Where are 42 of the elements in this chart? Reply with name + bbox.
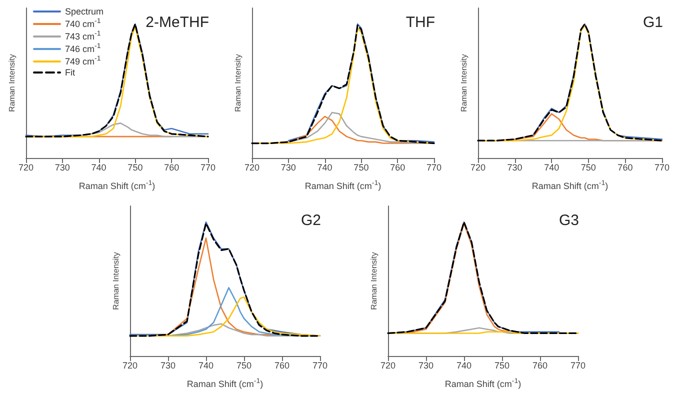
chart-title: G2 [300,212,322,229]
x-tick-label: 730 [280,162,296,172]
y-axis-title: Raman Intensity [112,252,120,310]
x-tick-label: 770 [570,360,586,370]
y-axis-title: Raman Intensity [8,54,16,112]
legend-label: Fit [65,68,76,78]
x-tick-label: 750 [354,162,369,172]
y-axis-title: Raman Intensity [234,54,242,112]
x-tick-label: 720 [244,162,260,172]
x-tick-label: 750 [494,360,510,370]
x-tick-label: 740 [198,360,214,370]
x-tick-label: 730 [160,360,176,370]
x-tick-label: 740 [544,162,560,172]
x-tick-label: 750 [236,360,252,370]
x-tick-label: 760 [618,162,633,172]
x-tick-label: 730 [418,360,434,370]
y-axis-title: Raman Intensity [460,54,468,112]
x-tick-label: 720 [380,360,396,370]
legend-label: Spectrum [65,6,104,16]
x-tick-label: 750 [128,162,143,172]
chart-title: G1 [642,14,664,31]
x-tick-label: 760 [274,360,290,370]
x-tick-label: 760 [532,360,548,370]
x-tick-label: 730 [54,162,70,172]
x-tick-label: 720 [18,162,34,172]
x-tick-label: 720 [122,360,138,370]
x-tick-label: 740 [456,360,472,370]
x-tick-label: 770 [200,162,216,172]
x-tick-label: 770 [426,162,442,172]
x-tick-label: 770 [312,360,328,370]
x-tick-label: 730 [507,162,522,172]
chart-title: G3 [558,212,580,229]
x-tick-label: 740 [91,162,106,172]
y-axis-title: Raman Intensity [370,252,378,310]
chart-title: 2-MeTHF [146,14,210,31]
x-tick-label: 760 [164,162,180,172]
x-tick-label: 770 [654,162,670,172]
chart-title: THF [406,14,436,31]
x-tick-label: 740 [317,162,332,172]
x-tick-label: 720 [470,162,486,172]
x-tick-label: 760 [390,162,406,172]
x-tick-label: 750 [580,162,596,172]
